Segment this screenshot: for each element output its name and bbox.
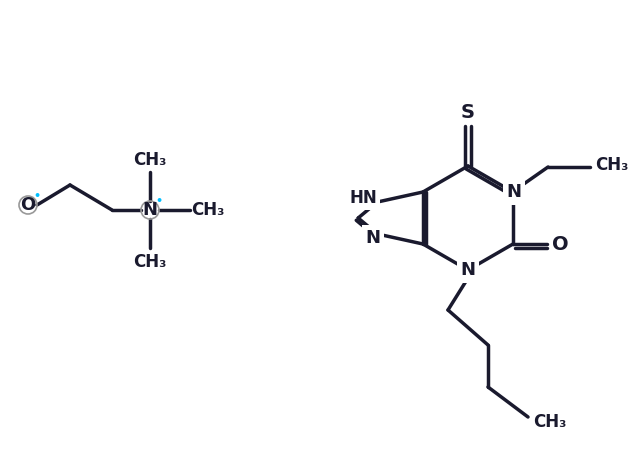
Text: CH₃: CH₃ [595, 156, 628, 174]
Text: S: S [461, 102, 475, 122]
Text: O: O [20, 196, 36, 214]
Text: CH₃: CH₃ [133, 253, 166, 271]
Text: O: O [552, 235, 568, 253]
Text: CH₃: CH₃ [133, 151, 166, 169]
Text: CH₃: CH₃ [191, 201, 225, 219]
Text: N: N [461, 261, 476, 279]
Text: N: N [366, 229, 381, 247]
Text: •: • [156, 196, 163, 206]
Text: N: N [506, 183, 522, 201]
Text: •: • [33, 191, 40, 201]
Text: HN: HN [349, 189, 377, 207]
Text: CH₃: CH₃ [533, 413, 566, 431]
Text: N: N [143, 201, 157, 219]
